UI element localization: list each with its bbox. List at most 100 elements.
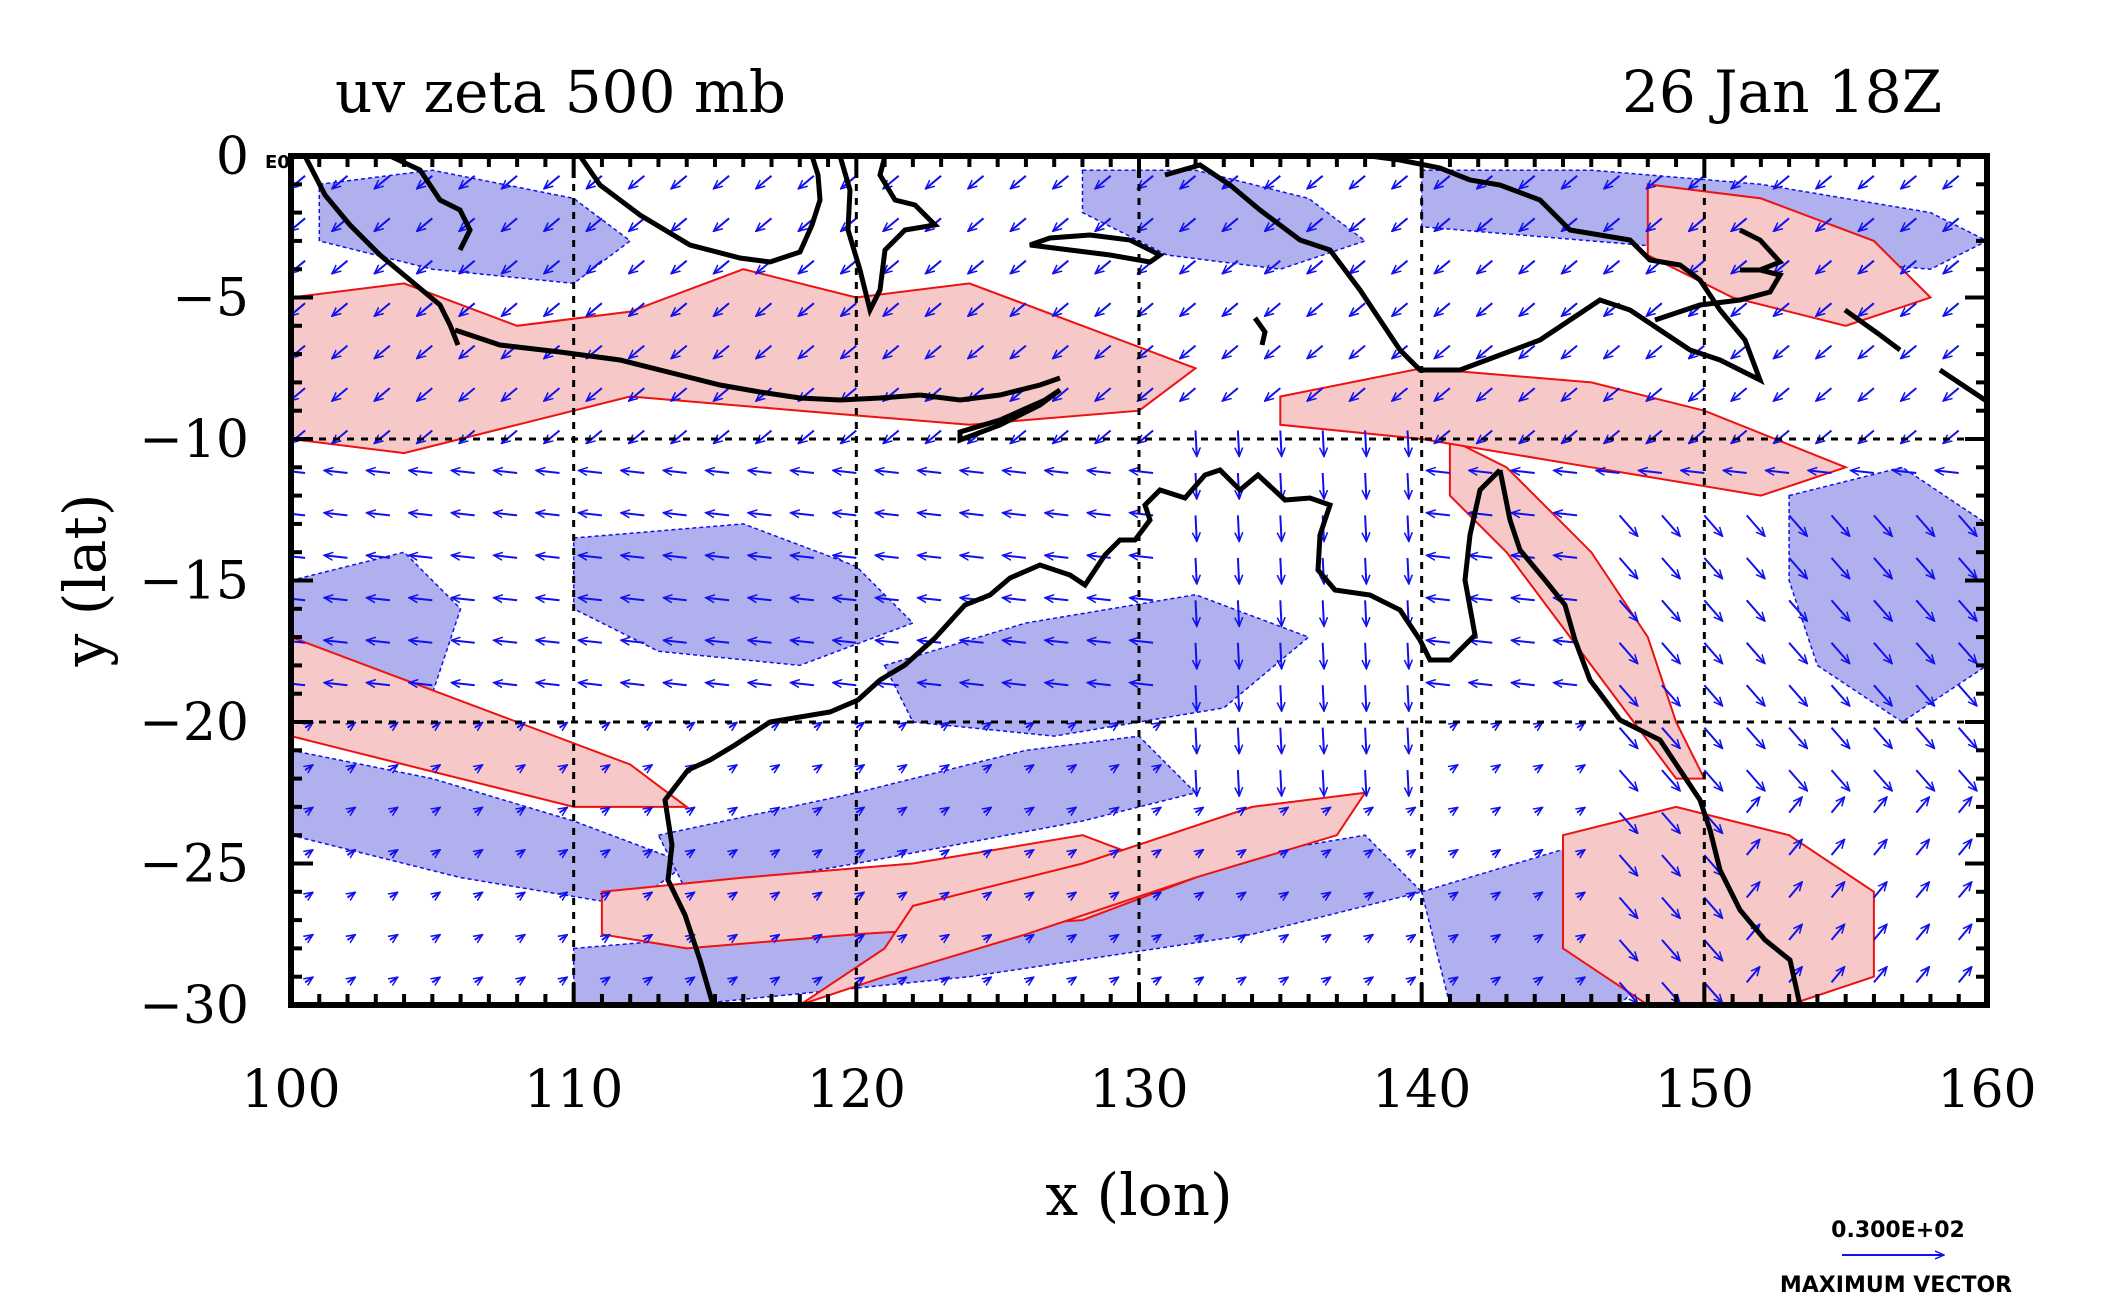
wind-vector [1392,302,1409,316]
wind-vector [1087,683,1111,686]
coastline-sulawesi-east [1029,232,1165,265]
wind-vector [1830,599,1850,621]
wind-vector [833,555,857,558]
wind-vector [1492,850,1500,855]
wind-vector [1618,896,1638,919]
wind-vector [968,302,985,316]
wind-vector [305,807,313,812]
wind-vector [1350,387,1366,401]
chart-date-label: 26 Jan 18Z [1622,58,1942,126]
wind-vector [875,470,899,473]
wind-vector [1788,769,1807,791]
wind-vector [1450,807,1458,812]
wind-vector-field [291,175,1977,1003]
wind-vector [1577,850,1585,855]
wind-vector [1873,684,1892,706]
wind-vector [644,977,652,982]
wind-vector [459,259,476,274]
wind-vector [644,723,652,728]
wind-vector [1830,769,1850,791]
vector-key-caption: MAXIMUM VECTOR [1780,1273,2012,1298]
wind-vector [918,470,942,473]
wind-vector [536,555,560,558]
wind-vector [1788,684,1807,706]
wind-vector [1745,727,1765,749]
wind-vector [544,302,561,316]
wind-vector [1492,977,1500,982]
wind-vector [1535,850,1543,855]
wind-vector [1901,175,1917,189]
wind-vector [772,723,780,728]
wind-vector [1365,600,1366,626]
wind-vector [1788,727,1807,749]
positive-region-3 [799,791,1368,1005]
wind-vector [1280,642,1281,669]
wind-vector [1703,557,1722,579]
wind-vector [1365,850,1373,855]
wind-vector [417,259,433,274]
wind-vector [671,175,688,189]
wind-vector [1469,470,1493,473]
wind-vector [729,892,737,897]
wind-vector [1408,977,1416,982]
wind-vector [1408,430,1409,457]
wind-vector [348,850,356,855]
wind-vector [1681,470,1705,473]
wind-vector [502,259,518,274]
wind-vector [1511,598,1535,601]
wind-vector [1731,429,1748,444]
wind-vector [1661,514,1680,536]
wind-vector [536,683,560,686]
wind-vector [332,259,349,274]
wind-vector [586,302,603,316]
wind-vector [1408,515,1409,541]
wind-vector [1766,470,1790,473]
wind-vector [324,513,348,516]
wind-vector [629,259,645,274]
wind-vector [502,175,518,189]
wind-vector [875,598,899,601]
wind-vector [432,765,440,770]
wind-vector [1858,344,1875,359]
negative-region-8 [1788,466,1987,723]
wind-vector [1901,387,1917,401]
wind-vector [544,217,561,231]
wind-vector [671,344,688,359]
wind-vector [544,429,561,444]
wind-vector [1392,175,1409,189]
wind-vector [729,807,737,812]
wind-vector [1915,557,1934,579]
wind-vector [1723,470,1747,473]
wind-vector [1130,470,1154,473]
wind-vector [1087,470,1111,473]
wind-vector [459,175,476,189]
vector-key-magnitude: 0.300E+02 [1831,1218,1965,1243]
wind-vector [883,217,900,231]
wind-vector [875,555,899,558]
wind-vector [1788,924,1802,941]
wind-vector [1915,882,1929,899]
wind-vector [502,302,518,316]
wind-vector [1045,513,1069,516]
wind-vector [579,513,603,516]
wind-vector [1427,683,1451,686]
wind-vector [1265,259,1281,274]
wind-vector [1434,302,1451,316]
wind-vector [772,807,780,812]
wind-vector [629,344,645,359]
wind-vector [1901,259,1917,274]
wind-vector [714,259,730,274]
wind-vector [714,217,730,231]
wind-vector [324,683,348,686]
x-tick-label: 100 [241,1060,340,1120]
wind-vector [1689,387,1705,401]
wind-vector [1957,839,1972,856]
wind-vector [367,640,391,643]
wind-vector [1053,429,1069,444]
wind-vector [475,723,483,728]
coastline-sulawesi [837,156,941,318]
wind-vector [1003,640,1027,643]
wind-vector [1957,967,1972,984]
y-tick-label: −25 [139,835,249,895]
wind-vector [1604,344,1621,359]
